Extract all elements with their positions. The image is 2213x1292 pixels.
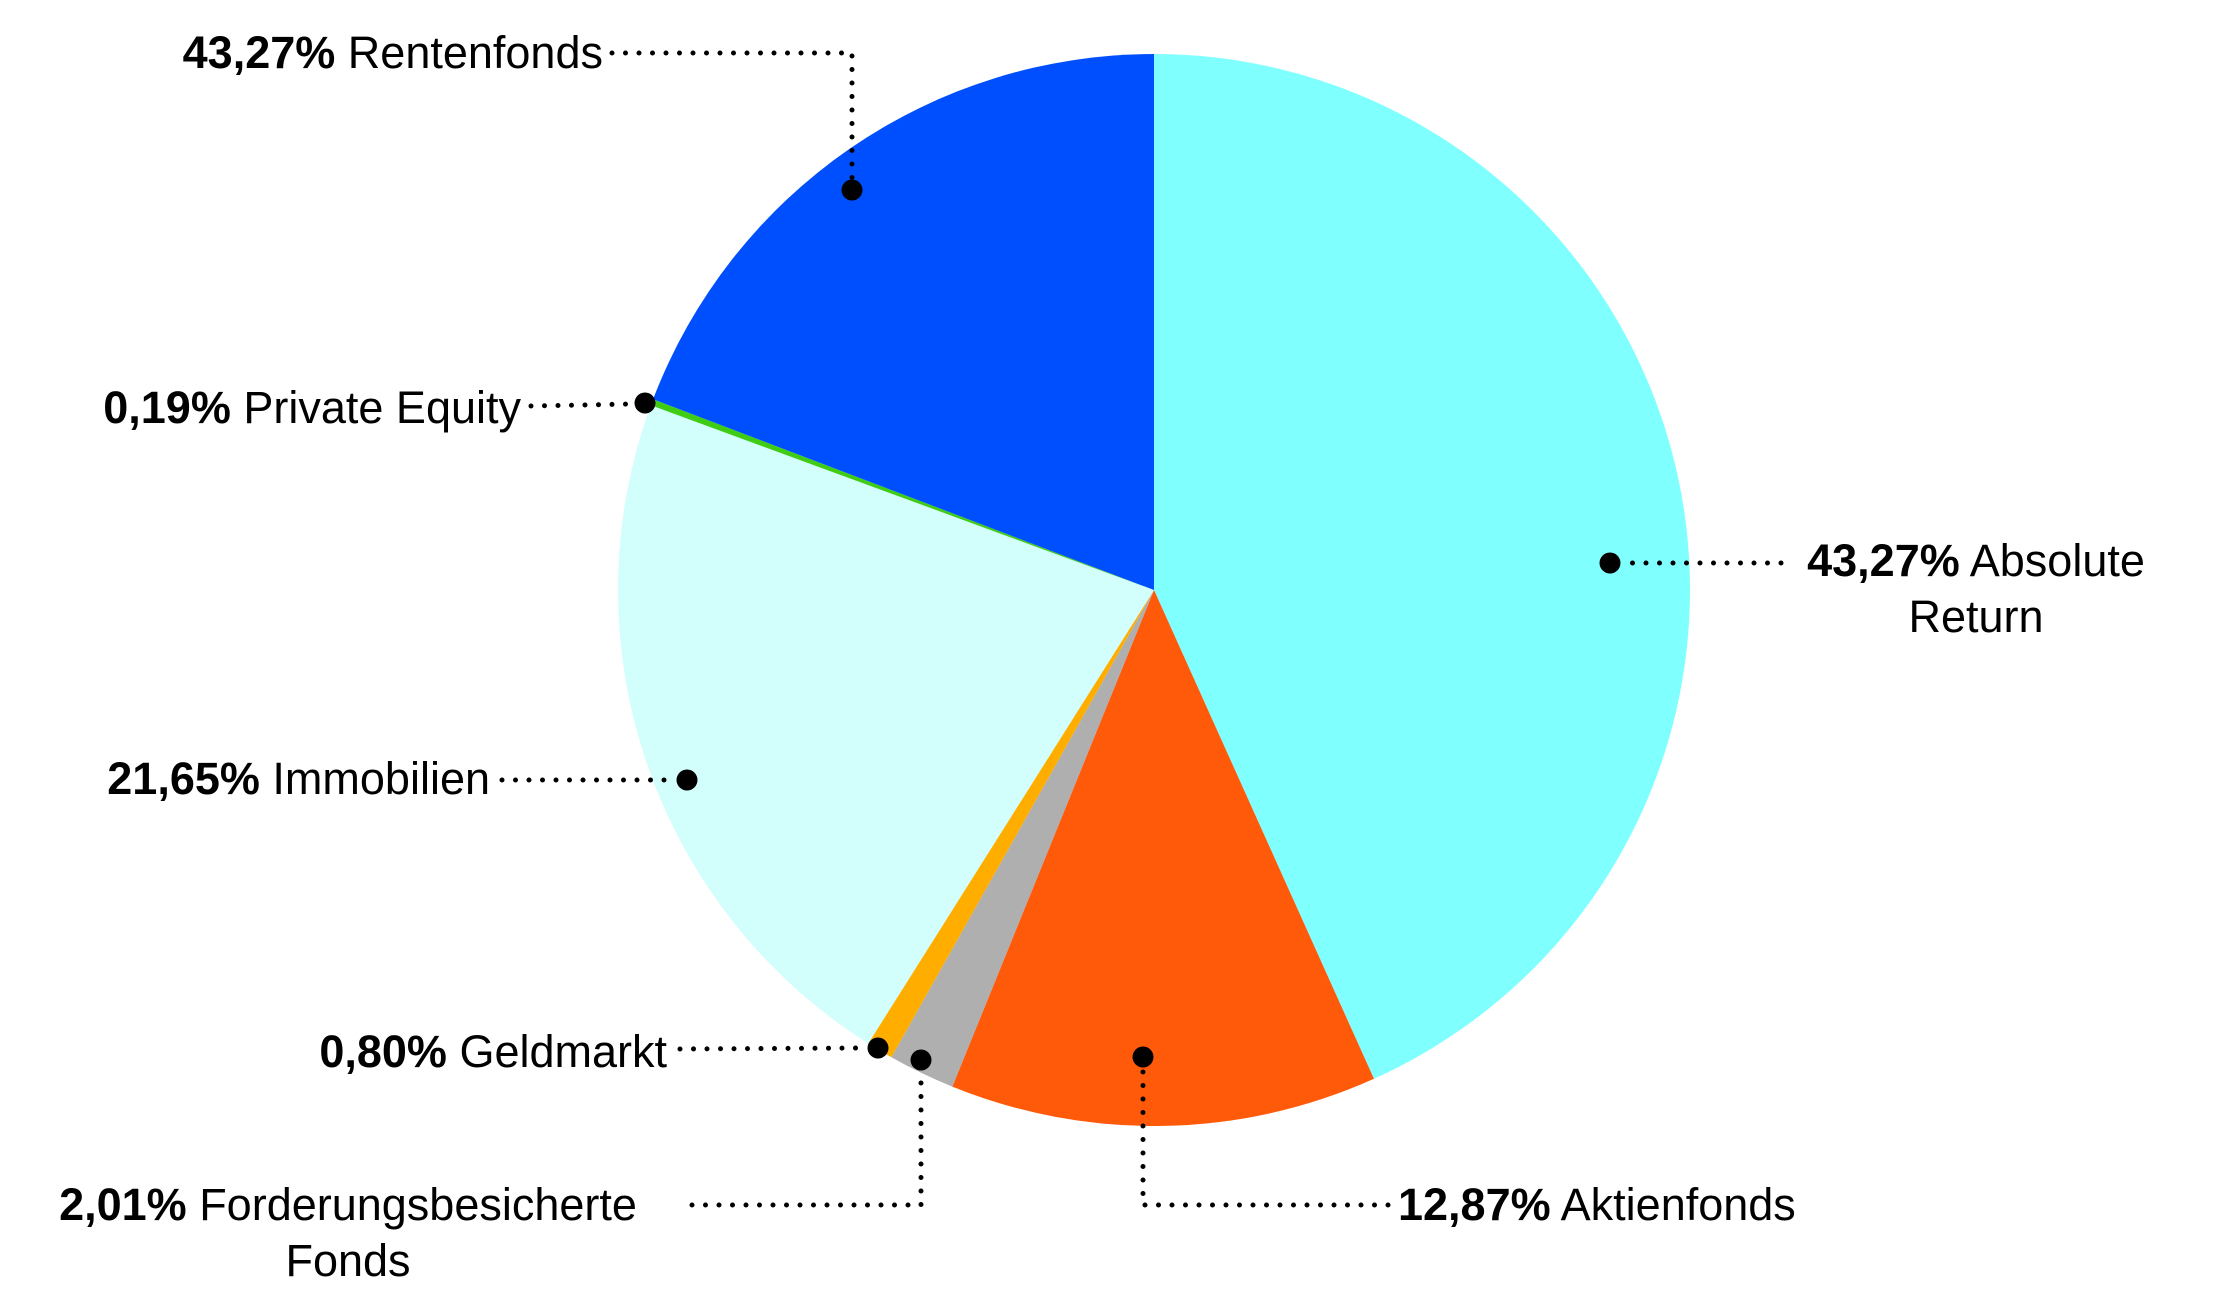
leader-dot-rentenfonds (841, 179, 863, 201)
leader-dot-aktienfonds (1132, 1046, 1154, 1068)
callout-immobilien-value: 21,65% (107, 753, 260, 804)
callout-aktienfonds-name: Aktienfonds (1560, 1179, 1796, 1230)
leader-line-aktienfonds (1140, 1067, 1391, 1208)
leader-line-forderungsbesicherte-fonds (689, 1070, 924, 1208)
pie-slice-forderungsbesicherte-fonds (891, 590, 1154, 1087)
leader-dot-forderungsbesicherte-fonds (910, 1049, 932, 1071)
callout-private-equity-value: 0,19% (103, 382, 231, 433)
leader-line-private-equity (528, 401, 637, 409)
callout-private-equity: 0,19% Private Equity (40, 380, 521, 436)
leader-line-rentenfonds (609, 50, 855, 181)
callout-rentenfonds: 43,27% Rentenfonds (55, 25, 603, 81)
pie-slice-absolute-return (1154, 54, 1691, 1079)
callout-forderungsbesicherte-fonds: 2,01% Forderungsbesicherte Fonds (28, 1177, 668, 1289)
callout-immobilien-name: Immobilien (272, 753, 490, 804)
leader-dot-geldmarkt (867, 1037, 889, 1059)
leader-line-geldmarkt (677, 1045, 868, 1052)
callout-rentenfonds-name: Rentenfonds (347, 27, 603, 78)
callout-absolute-return: 43,27% Absolute Return (1792, 533, 2160, 645)
callout-absolute-return-value: 43,27% (1807, 535, 1960, 586)
callout-aktienfonds-value: 12,87% (1398, 1179, 1551, 1230)
callout-immobilien: 21,65% Immobilien (40, 751, 490, 807)
pie-slice-rentenfonds (653, 54, 1154, 590)
callout-rentenfonds-value: 43,27% (182, 27, 336, 78)
callout-forderungsbesicherte-fonds-value: 2,01% (59, 1179, 187, 1230)
callout-aktienfonds: 12,87% Aktienfonds (1398, 1177, 1998, 1233)
callout-absolute-return-name: Absolute Return (1908, 535, 2145, 642)
pie-slice-private-equity (650, 399, 1154, 590)
pie-slice-aktienfonds (952, 590, 1374, 1126)
pie-slice-immobilien (617, 405, 1154, 1044)
callout-forderungsbesicherte-fonds-name: Forderungsbesicherte Fonds (199, 1179, 637, 1286)
callout-geldmarkt-name: Geldmarkt (459, 1026, 667, 1077)
leader-dot-immobilien (676, 769, 698, 791)
leader-dot-private-equity (634, 392, 656, 414)
callout-geldmarkt: 0,80% Geldmarkt (200, 1024, 667, 1080)
callout-private-equity-name: Private Equity (243, 382, 521, 433)
callout-geldmarkt-value: 0,80% (319, 1026, 447, 1077)
leader-dot-absolute-return (1599, 552, 1621, 574)
pie-slice-geldmarkt (868, 590, 1154, 1058)
